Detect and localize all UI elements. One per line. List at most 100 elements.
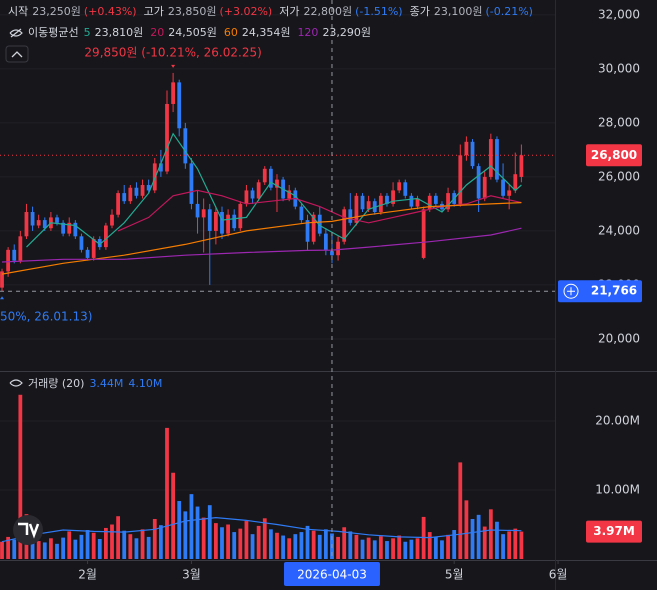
candle-body xyxy=(165,103,169,172)
candle-body xyxy=(116,193,121,215)
legend-text: 이동평균선 xyxy=(28,26,79,39)
volume-bar xyxy=(299,532,304,559)
volume-bar xyxy=(476,514,481,559)
volume-bar xyxy=(6,536,11,559)
x-tick-label: 3월 xyxy=(182,568,201,582)
candle-body xyxy=(36,220,41,226)
volume-bar xyxy=(85,530,90,559)
volume-bar xyxy=(177,501,182,559)
candle-body xyxy=(299,206,304,221)
volume-bar xyxy=(18,394,23,559)
candle-body xyxy=(317,214,322,234)
volume-bar xyxy=(134,538,139,559)
legend-text: 22,800원 xyxy=(303,5,352,18)
candle-body xyxy=(220,212,224,234)
candle-body xyxy=(421,209,426,258)
y-tick-label: 28,000 xyxy=(598,115,640,129)
candle-body xyxy=(0,271,4,288)
candle-body xyxy=(30,212,35,226)
volume-bar xyxy=(55,543,59,559)
volume-bar xyxy=(201,517,206,559)
volume-bar xyxy=(305,525,310,559)
candle-body xyxy=(122,193,127,202)
collapse-button[interactable] xyxy=(5,45,29,63)
legend-text: 23,250원 xyxy=(32,5,81,18)
volume-bar xyxy=(36,541,41,559)
volume-bar xyxy=(67,531,72,559)
volume-bar xyxy=(171,472,175,559)
crosshair-date-badge xyxy=(283,562,380,586)
candle-body xyxy=(360,195,365,210)
candle-body xyxy=(134,187,139,196)
volume-bar xyxy=(0,541,4,559)
legend-text: (+0.43%) xyxy=(84,5,137,18)
x-tick-label: 6월 xyxy=(549,568,568,582)
candle-body xyxy=(348,209,353,223)
volume-bar xyxy=(507,531,512,559)
candle-body xyxy=(262,168,267,183)
candle-body xyxy=(18,236,23,261)
grid xyxy=(0,14,559,564)
collapse-icon xyxy=(11,51,23,58)
add-alert-icon[interactable] xyxy=(563,283,579,299)
logo-mark xyxy=(18,522,40,539)
legend-text: 23,100원 xyxy=(434,5,483,18)
volume-bar xyxy=(165,427,169,559)
candle-body xyxy=(372,201,377,213)
candle-body xyxy=(403,182,408,196)
candle-body xyxy=(195,203,200,218)
candle-body xyxy=(519,155,524,177)
volume-bar xyxy=(128,534,133,559)
candle-body xyxy=(391,190,395,204)
candle-body xyxy=(91,239,96,258)
last-price-badge xyxy=(586,144,642,167)
visibility-icon[interactable] xyxy=(9,28,23,38)
volume-bar xyxy=(348,531,353,559)
volume-bar xyxy=(440,540,444,559)
volume-bar xyxy=(317,534,322,559)
volume-bar xyxy=(12,539,17,559)
overlay: 32,00030,00028,00026,00024,00022,00020,0… xyxy=(0,5,642,586)
volume-bar xyxy=(409,539,414,559)
volume-bar xyxy=(183,511,188,559)
legend-text: 24,505원 xyxy=(168,26,217,39)
candle-body xyxy=(6,249,11,272)
min-pointer xyxy=(0,296,5,300)
candle-body xyxy=(158,163,163,172)
candle-body xyxy=(171,82,175,104)
volume-bar xyxy=(488,509,493,559)
candle-body xyxy=(433,195,438,204)
legend-text: 23,810원 xyxy=(95,26,144,39)
y-tick-label: 26,000 xyxy=(598,169,640,183)
volume-bar xyxy=(311,530,316,559)
visibility-icon[interactable] xyxy=(9,379,23,387)
candle-body xyxy=(61,222,66,234)
volume-bar xyxy=(110,524,114,559)
legend-text: 4.10M xyxy=(128,377,162,390)
volume-bar xyxy=(213,523,218,559)
candle-body xyxy=(250,190,255,199)
legend-text: (-1.51%) xyxy=(355,5,403,18)
volume-bar xyxy=(391,538,395,559)
y-tick-label: 30,000 xyxy=(598,61,640,75)
volume-bar xyxy=(152,518,157,559)
volume-bar xyxy=(97,538,102,559)
legend-text: (-0.21%) xyxy=(485,5,533,18)
volume-bar xyxy=(464,500,469,559)
legend-text: 고가 xyxy=(144,5,164,18)
candle-body xyxy=(385,195,389,204)
volume-bar xyxy=(281,535,285,559)
volume-bar xyxy=(103,527,108,559)
candle-body xyxy=(378,195,383,213)
line xyxy=(26,132,522,248)
y-tick-label: 32,000 xyxy=(598,7,640,21)
candle-body xyxy=(244,190,249,204)
volume-tick-label: 10.00M xyxy=(595,482,640,496)
candle-body xyxy=(226,214,230,234)
y-tick-label: 24,000 xyxy=(598,223,640,237)
candle-body xyxy=(287,190,292,199)
x-tick-label: 5월 xyxy=(445,568,464,582)
add-alert-plus xyxy=(567,287,575,296)
